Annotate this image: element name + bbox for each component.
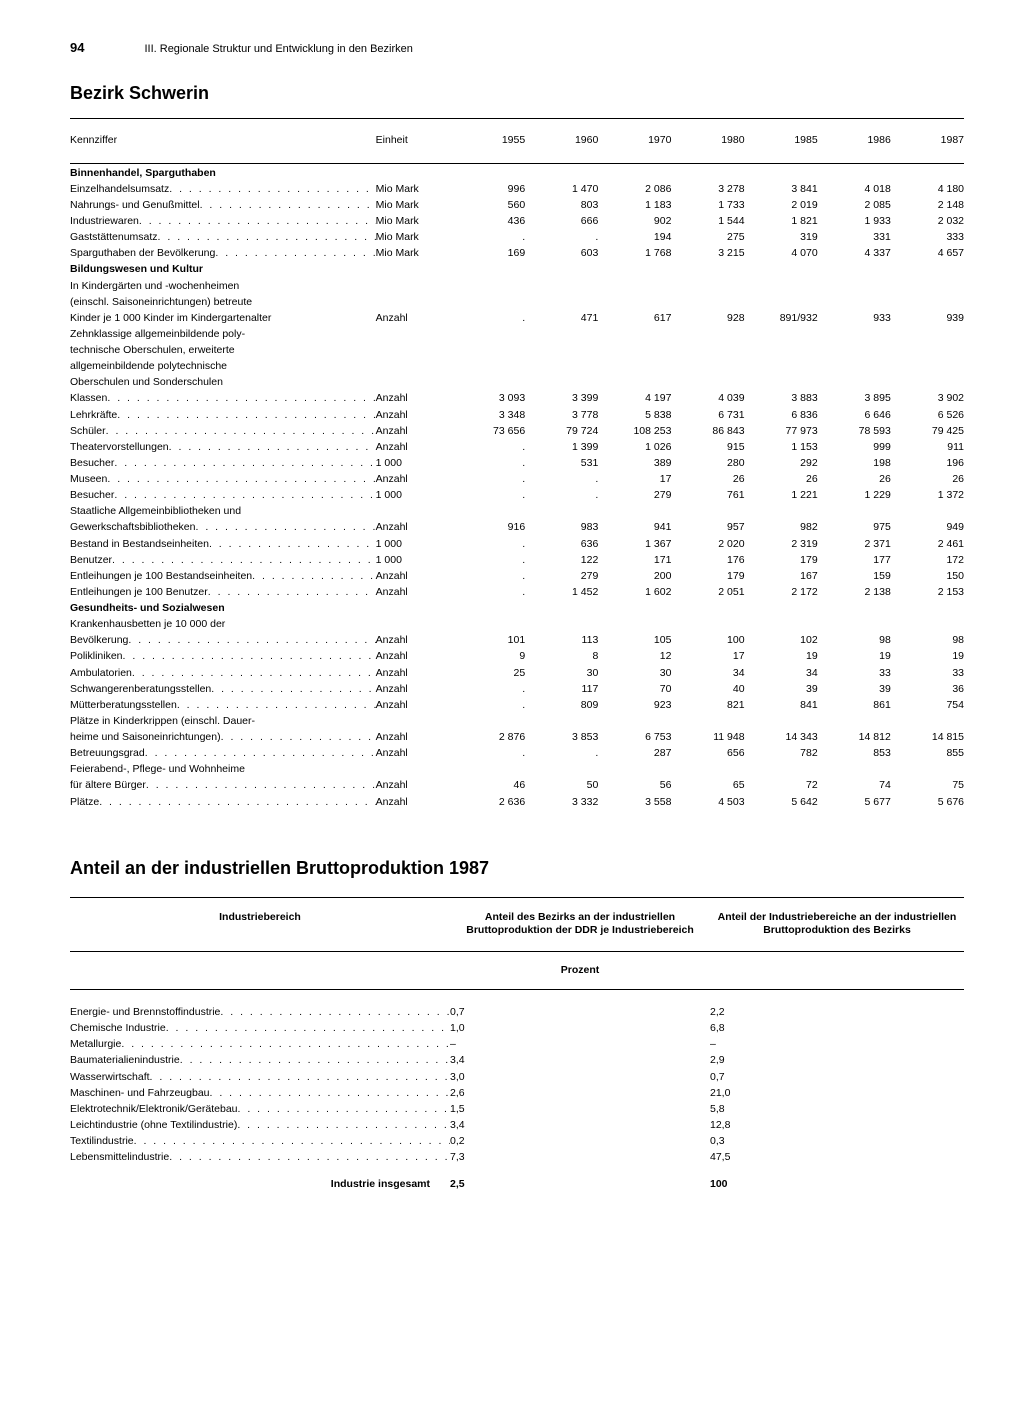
- page-number: 94: [70, 40, 84, 55]
- table-row: Leichtindustrie (ohne Textilindustrie) .…: [70, 1117, 964, 1133]
- main-table: Kennziffer Einheit 1955 1960 1970 1980 1…: [70, 119, 964, 810]
- table-row: Textilindustrie . . . . . . . . . . . . …: [70, 1134, 964, 1150]
- table-row: Bestand in Bestandseinheiten . . . . . .…: [70, 536, 964, 552]
- table-row: Baumaterialienindustrie . . . . . . . . …: [70, 1053, 964, 1069]
- col-label: Kennziffer: [70, 132, 376, 148]
- table-row: Bevölkerung . . . . . . . . . . . . . . …: [70, 633, 964, 649]
- table-row: Sparguthaben der Bevölkerung . . . . . .…: [70, 246, 964, 262]
- table-row: Oberschulen und Sonderschulen: [70, 375, 964, 391]
- table-row: Plätze . . . . . . . . . . . . . . . . .…: [70, 794, 964, 810]
- col-unit: Einheit: [376, 132, 452, 148]
- table-row: Industriewaren . . . . . . . . . . . . .…: [70, 214, 964, 230]
- table-row: Zehnklassige allgemeinbildende poly-: [70, 326, 964, 342]
- table-row: Nahrungs- und Genußmittel . . . . . . . …: [70, 197, 964, 213]
- col-year: 1985: [745, 132, 818, 148]
- col-year: 1960: [525, 132, 598, 148]
- table-row: Plätze in Kinderkrippen (einschl. Dauer-: [70, 713, 964, 729]
- table-row: Ambulatorien . . . . . . . . . . . . . .…: [70, 665, 964, 681]
- section-heading: Bildungswesen und Kultur: [70, 262, 964, 278]
- table-row: Energie- und Brennstoffindustrie . . . .…: [70, 1005, 964, 1021]
- table-row: Museen . . . . . . . . . . . . . . . . .…: [70, 472, 964, 488]
- table-row: Betreuungsgrad . . . . . . . . . . . . .…: [70, 746, 964, 762]
- table-row: In Kindergärten und -wochenheimen: [70, 278, 964, 294]
- table-row: Chemische Industrie . . . . . . . . . . …: [70, 1021, 964, 1037]
- table-row: Wasserwirtschaft . . . . . . . . . . . .…: [70, 1069, 964, 1085]
- table-row: Kinder je 1 000 Kinder im Kindergartenal…: [70, 310, 964, 326]
- section-heading: Binnenhandel, Sparguthaben: [70, 165, 964, 181]
- col-year: 1987: [891, 132, 964, 148]
- region-title: Bezirk Schwerin: [70, 83, 964, 104]
- col-year: 1970: [598, 132, 671, 148]
- table-row: für ältere Bürger . . . . . . . . . . . …: [70, 778, 964, 794]
- table-row: Elektrotechnik/Elektronik/Gerätebau . . …: [70, 1101, 964, 1117]
- s-col3: Anteil der Industriebereiche an der indu…: [710, 909, 964, 938]
- unit-label: Prozent: [450, 962, 710, 978]
- col-year: 1980: [671, 132, 744, 148]
- table-row: Mütterberatungsstellen . . . . . . . . .…: [70, 697, 964, 713]
- section-title: Anteil an der industriellen Bruttoproduk…: [70, 858, 964, 879]
- table-row: (einschl. Saisoneinrichtungen) betreute: [70, 294, 964, 310]
- s-col2: Anteil des Bezirks an der industriellen …: [450, 909, 710, 938]
- table-row: Besucher . . . . . . . . . . . . . . . .…: [70, 488, 964, 504]
- table-row: Theatervorstellungen . . . . . . . . . .…: [70, 439, 964, 455]
- table-row: Schüler . . . . . . . . . . . . . . . . …: [70, 423, 964, 439]
- table-row: Gewerkschaftsbibliotheken . . . . . . . …: [70, 520, 964, 536]
- second-table: Industriebereich Anteil des Bezirks an d…: [70, 898, 964, 1193]
- table-row: Maschinen- und Fahrzeugbau . . . . . . .…: [70, 1085, 964, 1101]
- section-heading: Gesundheits- und Sozialwesen: [70, 601, 964, 617]
- total-row: Industrie insgesamt2,5100: [70, 1177, 964, 1193]
- table-row: Entleihungen je 100 Benutzer . . . . . .…: [70, 584, 964, 600]
- table-row: Klassen . . . . . . . . . . . . . . . . …: [70, 391, 964, 407]
- chapter-title: III. Regionale Struktur und Entwicklung …: [144, 43, 412, 55]
- col-year: 1986: [818, 132, 891, 148]
- second-table-body: Energie- und Brennstoffindustrie . . . .…: [70, 1005, 964, 1193]
- table-row: Feierabend-, Pflege- und Wohnheime: [70, 762, 964, 778]
- table-row: allgemeinbildende polytechnische: [70, 359, 964, 375]
- table-row: Polikliniken . . . . . . . . . . . . . .…: [70, 649, 964, 665]
- table-row: Einzelhandelsumsatz . . . . . . . . . . …: [70, 181, 964, 197]
- table-row: Entleihungen je 100 Bestandseinheiten . …: [70, 568, 964, 584]
- table-row: heime und Saisoneinrichtungen) . . . . .…: [70, 730, 964, 746]
- table-row: Besucher . . . . . . . . . . . . . . . .…: [70, 455, 964, 471]
- table-head: Kennziffer Einheit 1955 1960 1970 1980 1…: [70, 119, 964, 165]
- table-row: technische Oberschulen, erweiterte: [70, 343, 964, 359]
- table-row: Benutzer . . . . . . . . . . . . . . . .…: [70, 552, 964, 568]
- table-row: Lebensmittelindustrie . . . . . . . . . …: [70, 1150, 964, 1166]
- table-row: Krankenhausbetten je 10 000 der: [70, 617, 964, 633]
- page-header: 94 III. Regionale Struktur und Entwicklu…: [70, 40, 964, 55]
- table-row: Lehrkräfte . . . . . . . . . . . . . . .…: [70, 407, 964, 423]
- table-row: Metallurgie . . . . . . . . . . . . . . …: [70, 1037, 964, 1053]
- table-row: Staatliche Allgemeinbibliotheken und: [70, 504, 964, 520]
- table-row: Schwangerenberatungsstellen . . . . . . …: [70, 681, 964, 697]
- table-body: Binnenhandel, SparguthabenEinzelhandelsu…: [70, 165, 964, 810]
- s-col1: Industriebereich: [70, 909, 450, 938]
- col-year: 1955: [452, 132, 525, 148]
- table-row: Gaststättenumsatz . . . . . . . . . . . …: [70, 230, 964, 246]
